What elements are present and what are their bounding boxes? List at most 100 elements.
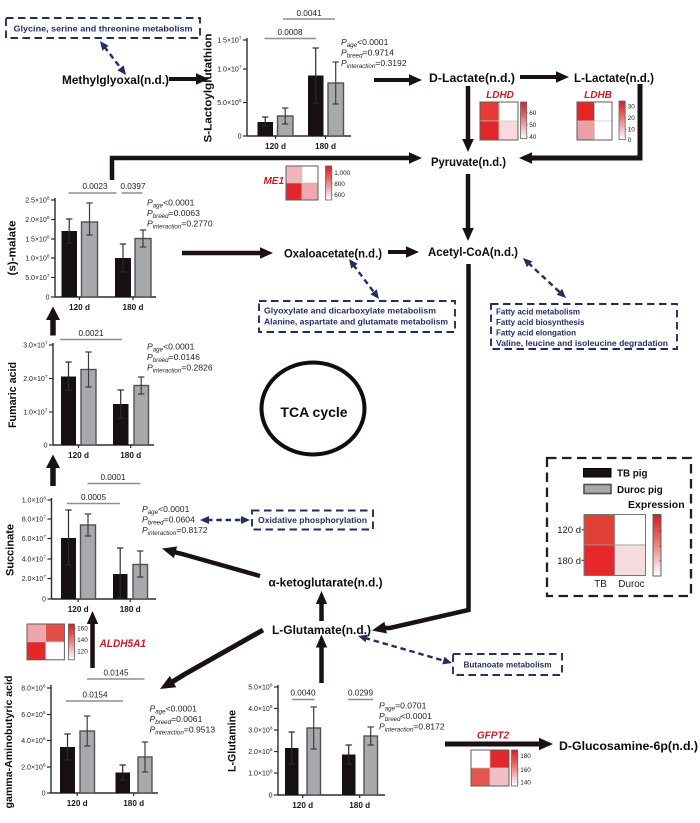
svg-text:0.0041: 0.0041 — [296, 9, 321, 18]
svg-text:0: 0 — [44, 443, 48, 450]
svg-text:Pinteraction=0.2826: Pinteraction=0.2826 — [147, 363, 213, 375]
svg-text:L-Glutamate(n.d.): L-Glutamate(n.d.) — [272, 625, 371, 637]
svg-text:5.0×108: 5.0×108 — [248, 683, 273, 692]
svg-text:0.0040: 0.0040 — [290, 689, 315, 698]
svg-text:0: 0 — [269, 793, 273, 800]
svg-text:Valine, leucine and isoleucine: Valine, leucine and isoleucine degradati… — [496, 339, 668, 348]
svg-text:1,000: 1,000 — [334, 170, 350, 177]
svg-text:Pinteraction=0.2770: Pinteraction=0.2770 — [147, 219, 213, 231]
svg-text:2.0×106: 2.0×106 — [21, 763, 46, 772]
svg-text:ALDH5A1: ALDH5A1 — [99, 638, 146, 650]
svg-text:5.0×107: 5.0×107 — [25, 273, 50, 282]
svg-text:Fumaric acid: Fumaric acid — [7, 362, 19, 428]
svg-text:ME1: ME1 — [263, 176, 284, 187]
svg-text:α-ketoglutarate(n.d.): α-ketoglutarate(n.d.) — [269, 578, 383, 590]
svg-text:Pbreed=0.0146: Pbreed=0.0146 — [147, 352, 200, 364]
svg-text:0: 0 — [628, 137, 632, 144]
svg-text:0: 0 — [46, 295, 50, 302]
svg-text:60: 60 — [529, 110, 537, 117]
svg-text:Fatty acid biosynthesis: Fatty acid biosynthesis — [496, 318, 585, 327]
svg-text:2.0×108: 2.0×108 — [25, 215, 50, 224]
svg-text:120 d: 120 d — [69, 303, 90, 312]
svg-text:Duroc pig: Duroc pig — [617, 485, 663, 496]
svg-text:Page<0.0001: Page<0.0001 — [341, 37, 389, 49]
svg-text:Expression: Expression — [628, 499, 685, 511]
svg-text:L-Lactate(n.d.): L-Lactate(n.d.) — [574, 73, 654, 85]
svg-text:LDHB: LDHB — [584, 90, 612, 101]
svg-text:Fatty acid elongation: Fatty acid elongation — [496, 329, 576, 338]
svg-text:TB pig: TB pig — [617, 469, 647, 480]
svg-text:(s)-malate: (s)-malate — [7, 221, 19, 276]
svg-text:0.0008: 0.0008 — [277, 28, 302, 37]
svg-text:180 d: 180 d — [315, 142, 336, 151]
svg-text:160: 160 — [520, 767, 531, 774]
svg-text:Duroc: Duroc — [618, 579, 644, 590]
svg-text:6.0×107: 6.0×107 — [22, 534, 47, 543]
svg-text:1.0×107: 1.0×107 — [23, 408, 48, 417]
svg-text:LDHD: LDHD — [486, 90, 514, 101]
svg-text:Glyoxylate and dicarboxylate m: Glyoxylate and dicarboxylate metabolism — [264, 307, 436, 316]
svg-text:3.0×108: 3.0×108 — [248, 726, 273, 735]
svg-text:Page<0.0001: Page<0.0001 — [150, 704, 198, 716]
svg-text:Pinteraction=0.9513: Pinteraction=0.9513 — [150, 725, 216, 737]
svg-text:120 d: 120 d — [67, 799, 88, 808]
svg-text:1.0×108: 1.0×108 — [22, 496, 47, 505]
svg-text:0.0154: 0.0154 — [82, 691, 107, 700]
svg-text:800: 800 — [334, 181, 345, 188]
svg-text:120 d: 120 d — [68, 605, 89, 614]
svg-text:0.0023: 0.0023 — [82, 182, 107, 191]
svg-text:Oxaloacetate(n.d.): Oxaloacetate(n.d.) — [284, 249, 382, 261]
svg-text:Page<0.0001: Page<0.0001 — [147, 198, 195, 210]
svg-text:GFPT2: GFPT2 — [477, 731, 510, 742]
svg-text:2.0×107: 2.0×107 — [22, 574, 47, 583]
svg-text:4.0×106: 4.0×106 — [21, 736, 46, 745]
svg-text:20: 20 — [628, 115, 636, 122]
svg-text:1.5×107: 1.5×107 — [217, 36, 242, 45]
svg-text:1.0×108: 1.0×108 — [248, 769, 273, 778]
svg-text:180: 180 — [520, 753, 531, 760]
svg-text:120 d: 120 d — [557, 525, 581, 536]
svg-text:Methylglyoxal(n.d.): Methylglyoxal(n.d.) — [62, 73, 169, 87]
svg-text:D-Lactate(n.d.): D-Lactate(n.d.) — [429, 73, 515, 85]
svg-text:140: 140 — [520, 780, 531, 787]
svg-text:Pbreed=0.0061: Pbreed=0.0061 — [150, 714, 203, 726]
svg-text:Pbreed=0.0604: Pbreed=0.0604 — [142, 515, 195, 527]
svg-text:D-Glucosamine-6p(n.d.): D-Glucosamine-6p(n.d.) — [559, 741, 698, 753]
svg-text:Succinate: Succinate — [5, 524, 17, 576]
svg-text:TCA cycle: TCA cycle — [280, 404, 347, 420]
svg-text:120: 120 — [77, 649, 88, 656]
svg-text:L-Glutamine: L-Glutamine — [227, 710, 239, 772]
svg-text:Fatty acid metabolism: Fatty acid metabolism — [496, 308, 580, 317]
svg-text:8.0×106: 8.0×106 — [21, 684, 46, 693]
svg-text:180 d: 180 d — [349, 801, 370, 810]
svg-text:TB: TB — [594, 579, 607, 590]
svg-text:Acetyl-CoA(n.d.): Acetyl-CoA(n.d.) — [428, 247, 518, 259]
svg-text:600: 600 — [334, 192, 345, 199]
svg-text:0.0005: 0.0005 — [81, 493, 106, 502]
svg-text:40: 40 — [529, 134, 537, 141]
svg-text:Glycine, serine and threonine: Glycine, serine and threonine metabolism — [14, 25, 193, 34]
svg-text:S-Lactoylglutathion: S-Lactoylglutathion — [203, 33, 215, 142]
svg-text:2.0×107: 2.0×107 — [23, 374, 48, 383]
svg-text:Page<0.0001: Page<0.0001 — [142, 504, 190, 516]
svg-text:Oxidative phosphorylation: Oxidative phosphorylation — [258, 515, 367, 525]
svg-text:Pinteraction=0.8172: Pinteraction=0.8172 — [379, 722, 445, 734]
svg-text:Butanoate metabolism: Butanoate metabolism — [464, 661, 552, 670]
svg-text:4.0×108: 4.0×108 — [248, 704, 273, 713]
svg-text:0.0397: 0.0397 — [120, 182, 145, 191]
svg-text:160: 160 — [77, 626, 88, 633]
svg-text:4.0×107: 4.0×107 — [22, 555, 47, 564]
svg-text:3.0×107: 3.0×107 — [23, 341, 48, 350]
svg-text:0.0001: 0.0001 — [100, 473, 125, 482]
svg-text:5.0×106: 5.0×106 — [217, 98, 242, 107]
svg-text:Page=0.0701: Page=0.0701 — [379, 701, 427, 713]
svg-text:1.0×107: 1.0×107 — [217, 65, 242, 74]
svg-text:50: 50 — [529, 122, 537, 129]
svg-text:120 d: 120 d — [292, 801, 313, 810]
svg-text:gamma-Aminobutyric acid: gamma-Aminobutyric acid — [3, 676, 15, 809]
svg-text:Pinteraction=0.3192: Pinteraction=0.3192 — [341, 58, 407, 70]
svg-text:0.0021: 0.0021 — [78, 329, 103, 338]
svg-text:2.0×108: 2.0×108 — [248, 747, 273, 756]
svg-text:30: 30 — [628, 104, 636, 111]
svg-text:Pyruvate(n.d.): Pyruvate(n.d.) — [431, 157, 506, 169]
